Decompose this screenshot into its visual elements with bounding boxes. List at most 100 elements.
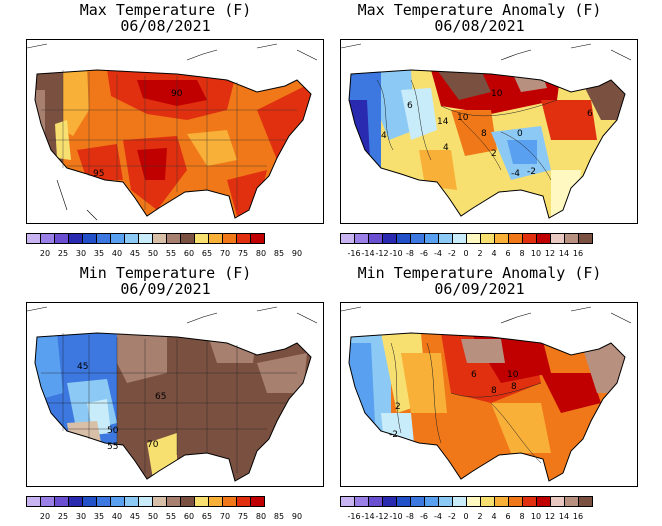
colorbar-swatch xyxy=(368,233,383,244)
colorbar-tick: 70 xyxy=(219,512,231,521)
map-label: 10 xyxy=(507,370,519,380)
colorbar-swatch xyxy=(180,233,195,244)
colorbar-swatch xyxy=(152,496,167,507)
colorbar-tick: 2 xyxy=(477,512,483,521)
colorbar-swatch xyxy=(152,233,167,244)
map-frame: 90 95 xyxy=(26,39,324,224)
colorbar-swatch xyxy=(26,233,41,244)
map-label: 95 xyxy=(93,169,104,179)
colorbar-tick: 30 xyxy=(75,512,87,521)
colorbar-swatch xyxy=(194,233,209,244)
map-label: -2 xyxy=(389,430,398,440)
colorbar-tick: -14 xyxy=(361,512,375,521)
colorbar-swatch xyxy=(536,233,551,244)
colorbar-swatch xyxy=(522,233,537,244)
map-label: 10 xyxy=(457,113,469,123)
colorbar-swatch xyxy=(438,496,453,507)
colorbar-tick: -16 xyxy=(347,512,361,521)
colorbar-swatch xyxy=(424,496,439,507)
map-label: 2 xyxy=(395,402,401,412)
colorbar-tick: 14 xyxy=(558,512,570,521)
colorbar-swatch xyxy=(194,496,209,507)
colorbar-swatch xyxy=(550,496,565,507)
colorbar-swatch xyxy=(54,233,69,244)
map-label: 10 xyxy=(491,89,503,99)
colorbar xyxy=(340,496,593,508)
colorbar-tick: -16 xyxy=(347,249,361,258)
colorbar-tick: 16 xyxy=(572,249,584,258)
colorbar-labels: 20 25 30 35 40 45 50 55 60 65 70 75 80 8… xyxy=(26,512,326,522)
panel-title: Min Temperature Anomaly (F) xyxy=(357,264,602,282)
colorbar-tick: 45 xyxy=(129,249,141,258)
map-label: 55 xyxy=(107,442,118,452)
colorbar-swatch xyxy=(368,496,383,507)
colorbar-swatch xyxy=(480,233,495,244)
colorbar-labels: -16 -14 -12 -10 -8 -6 -4 -2 0 2 4 6 8 10… xyxy=(340,249,640,259)
colorbar-tick: 65 xyxy=(201,249,213,258)
colorbar-swatch xyxy=(54,496,69,507)
colorbar-swatch xyxy=(124,233,139,244)
colorbar-tick: -2 xyxy=(448,249,456,258)
colorbar-swatch xyxy=(166,233,181,244)
colorbar-swatch xyxy=(508,496,523,507)
colorbar-swatch xyxy=(550,233,565,244)
colorbar-tick: 25 xyxy=(57,249,69,258)
colorbar-swatch xyxy=(208,233,223,244)
colorbar-tick: 60 xyxy=(183,249,195,258)
colorbar-tick: 10 xyxy=(530,512,542,521)
colorbar-tick: 40 xyxy=(111,249,123,258)
colorbar-swatch xyxy=(438,233,453,244)
map-label: 65 xyxy=(155,392,166,402)
panel-date: 06/08/2021 xyxy=(434,17,525,35)
colorbar-tick: 35 xyxy=(93,249,105,258)
colorbar-tick: 55 xyxy=(165,512,177,521)
colorbar-swatch xyxy=(354,496,369,507)
colorbar-tick: -14 xyxy=(361,249,375,258)
colorbar-tick: 10 xyxy=(530,249,542,258)
map-label: 45 xyxy=(77,362,88,372)
panel-title: Min Temperature (F) xyxy=(79,264,252,282)
panel-min-temperature-anomaly: Min Temperature Anomaly (F) 06/09/2021 xyxy=(314,263,645,526)
colorbar-tick: 12 xyxy=(544,512,556,521)
colorbar-swatch xyxy=(382,496,397,507)
colorbar-tick: 20 xyxy=(39,249,51,258)
map-label: 6 xyxy=(407,101,413,111)
colorbar-tick: 35 xyxy=(93,512,105,521)
colorbar-tick: 30 xyxy=(75,249,87,258)
panel-date: 06/09/2021 xyxy=(434,280,525,298)
map-label: -4 xyxy=(511,169,520,179)
colorbar-swatch xyxy=(494,496,509,507)
colorbar-swatch xyxy=(508,233,523,244)
colorbar-swatch xyxy=(564,233,579,244)
colorbar-tick: -8 xyxy=(406,512,414,521)
colorbar-swatch xyxy=(166,496,181,507)
colorbar-swatch xyxy=(110,233,125,244)
panel-date: 06/08/2021 xyxy=(120,17,211,35)
colorbar-tick: 0 xyxy=(463,512,469,521)
map-min-temperature-anomaly: 10 8 6 8 2 -2 xyxy=(341,306,632,482)
colorbar-swatch xyxy=(494,233,509,244)
colorbar-swatch xyxy=(180,496,195,507)
colorbar-tick: 85 xyxy=(273,512,285,521)
colorbar-tick: -2 xyxy=(448,512,456,521)
map-label: 50 xyxy=(107,426,119,436)
panel-title: Max Temperature (F) xyxy=(79,1,252,19)
colorbar-swatch xyxy=(40,496,55,507)
colorbar-swatch xyxy=(466,496,481,507)
colorbar-tick: -12 xyxy=(375,512,389,521)
panel-min-temperature: Min Temperature (F) 06/09/2021 xyxy=(0,263,331,526)
colorbar-swatch xyxy=(236,496,251,507)
colorbar-swatch xyxy=(424,233,439,244)
colorbar-swatch xyxy=(480,496,495,507)
map-frame: 10 6 14 10 8 4 0 -4 -2 2 6 4 xyxy=(340,39,638,224)
colorbar-swatch xyxy=(250,496,265,507)
colorbar-swatch xyxy=(138,496,153,507)
colorbar-swatch xyxy=(536,496,551,507)
colorbar-tick: 50 xyxy=(147,512,159,521)
colorbar-swatch xyxy=(222,233,237,244)
colorbar-swatch xyxy=(138,233,153,244)
colorbar-tick: 8 xyxy=(519,249,525,258)
panel-date: 06/09/2021 xyxy=(120,280,211,298)
map-frame: 10 8 6 8 2 -2 xyxy=(340,302,638,487)
map-label: 8 xyxy=(481,129,487,139)
